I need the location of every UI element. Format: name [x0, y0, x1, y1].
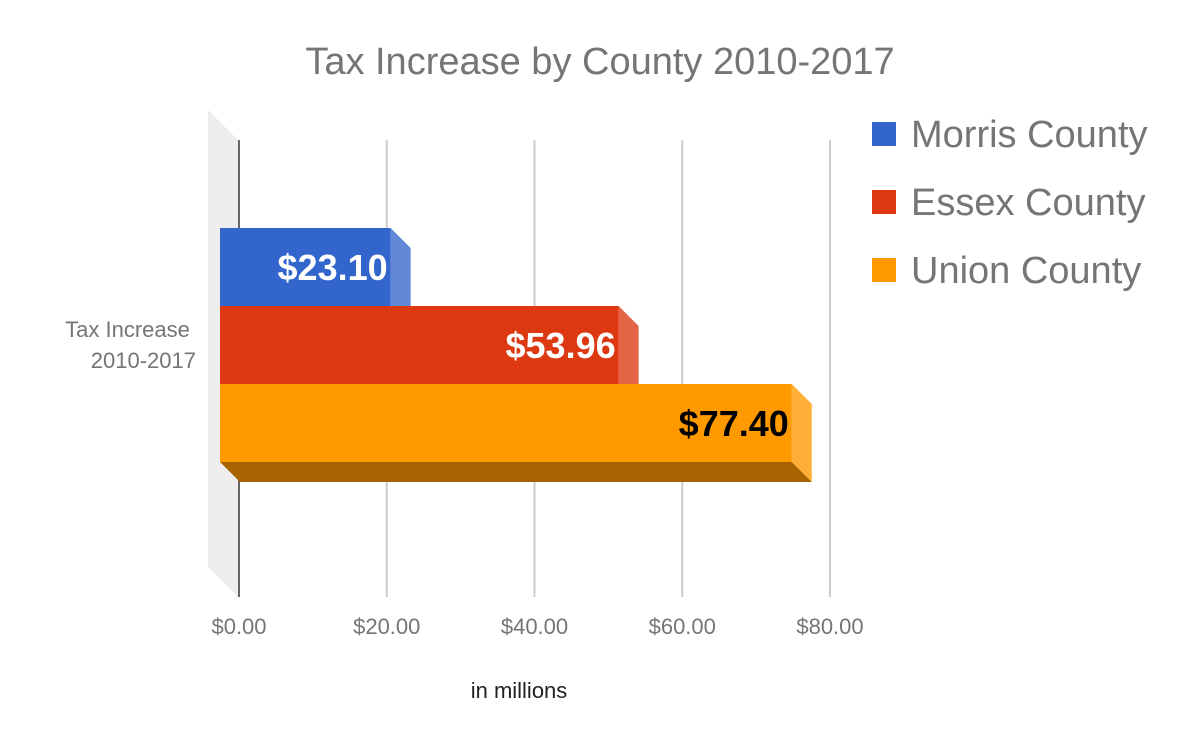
bar-bottom — [220, 462, 812, 482]
bar-union-county: $77.40 — [220, 384, 812, 482]
legend-label: Essex County — [911, 182, 1145, 224]
x-tick-labels: $0.00 $20.00 $40.00 $60.00 $80.00 — [211, 614, 863, 639]
category-label-line-2: 2010-2017 — [91, 348, 196, 373]
bar-essex-county: $53.96 — [220, 306, 639, 404]
data-label: $53.96 — [506, 325, 616, 366]
legend-item: Union County — [872, 250, 1141, 292]
legend-label: Union County — [911, 250, 1141, 292]
legend-label: Morris County — [911, 114, 1148, 156]
bar-front — [220, 228, 391, 306]
legend-swatch — [872, 190, 896, 214]
bar-side — [791, 384, 812, 482]
bar-morris-county: $23.10 — [220, 228, 411, 326]
chart-title: Tax Increase by County 2010-2017 — [305, 41, 894, 83]
bars: $23.10 $53.96 $77.40 — [220, 228, 812, 482]
bar-side — [618, 306, 639, 404]
x-tick-label: $60.00 — [649, 614, 716, 639]
data-label: $23.10 — [278, 247, 388, 288]
legend: Morris County Essex County Union County — [872, 114, 1148, 292]
x-tick-label: $20.00 — [353, 614, 420, 639]
x-axis-label: in millions — [471, 678, 568, 703]
legend-item: Morris County — [872, 114, 1148, 156]
legend-swatch — [872, 122, 896, 146]
legend-item: Essex County — [872, 182, 1145, 224]
x-tick-label: $40.00 — [501, 614, 568, 639]
x-tick-label: $80.00 — [796, 614, 863, 639]
bar-front — [220, 384, 792, 462]
category-label: Tax Increase 2010-2017 — [65, 317, 196, 373]
data-label: $77.40 — [679, 403, 789, 444]
bar-front — [220, 306, 619, 384]
category-label-line-1: Tax Increase — [65, 317, 190, 342]
bar-side — [390, 228, 411, 326]
legend-swatch — [872, 258, 896, 282]
x-tick-label: $0.00 — [211, 614, 266, 639]
